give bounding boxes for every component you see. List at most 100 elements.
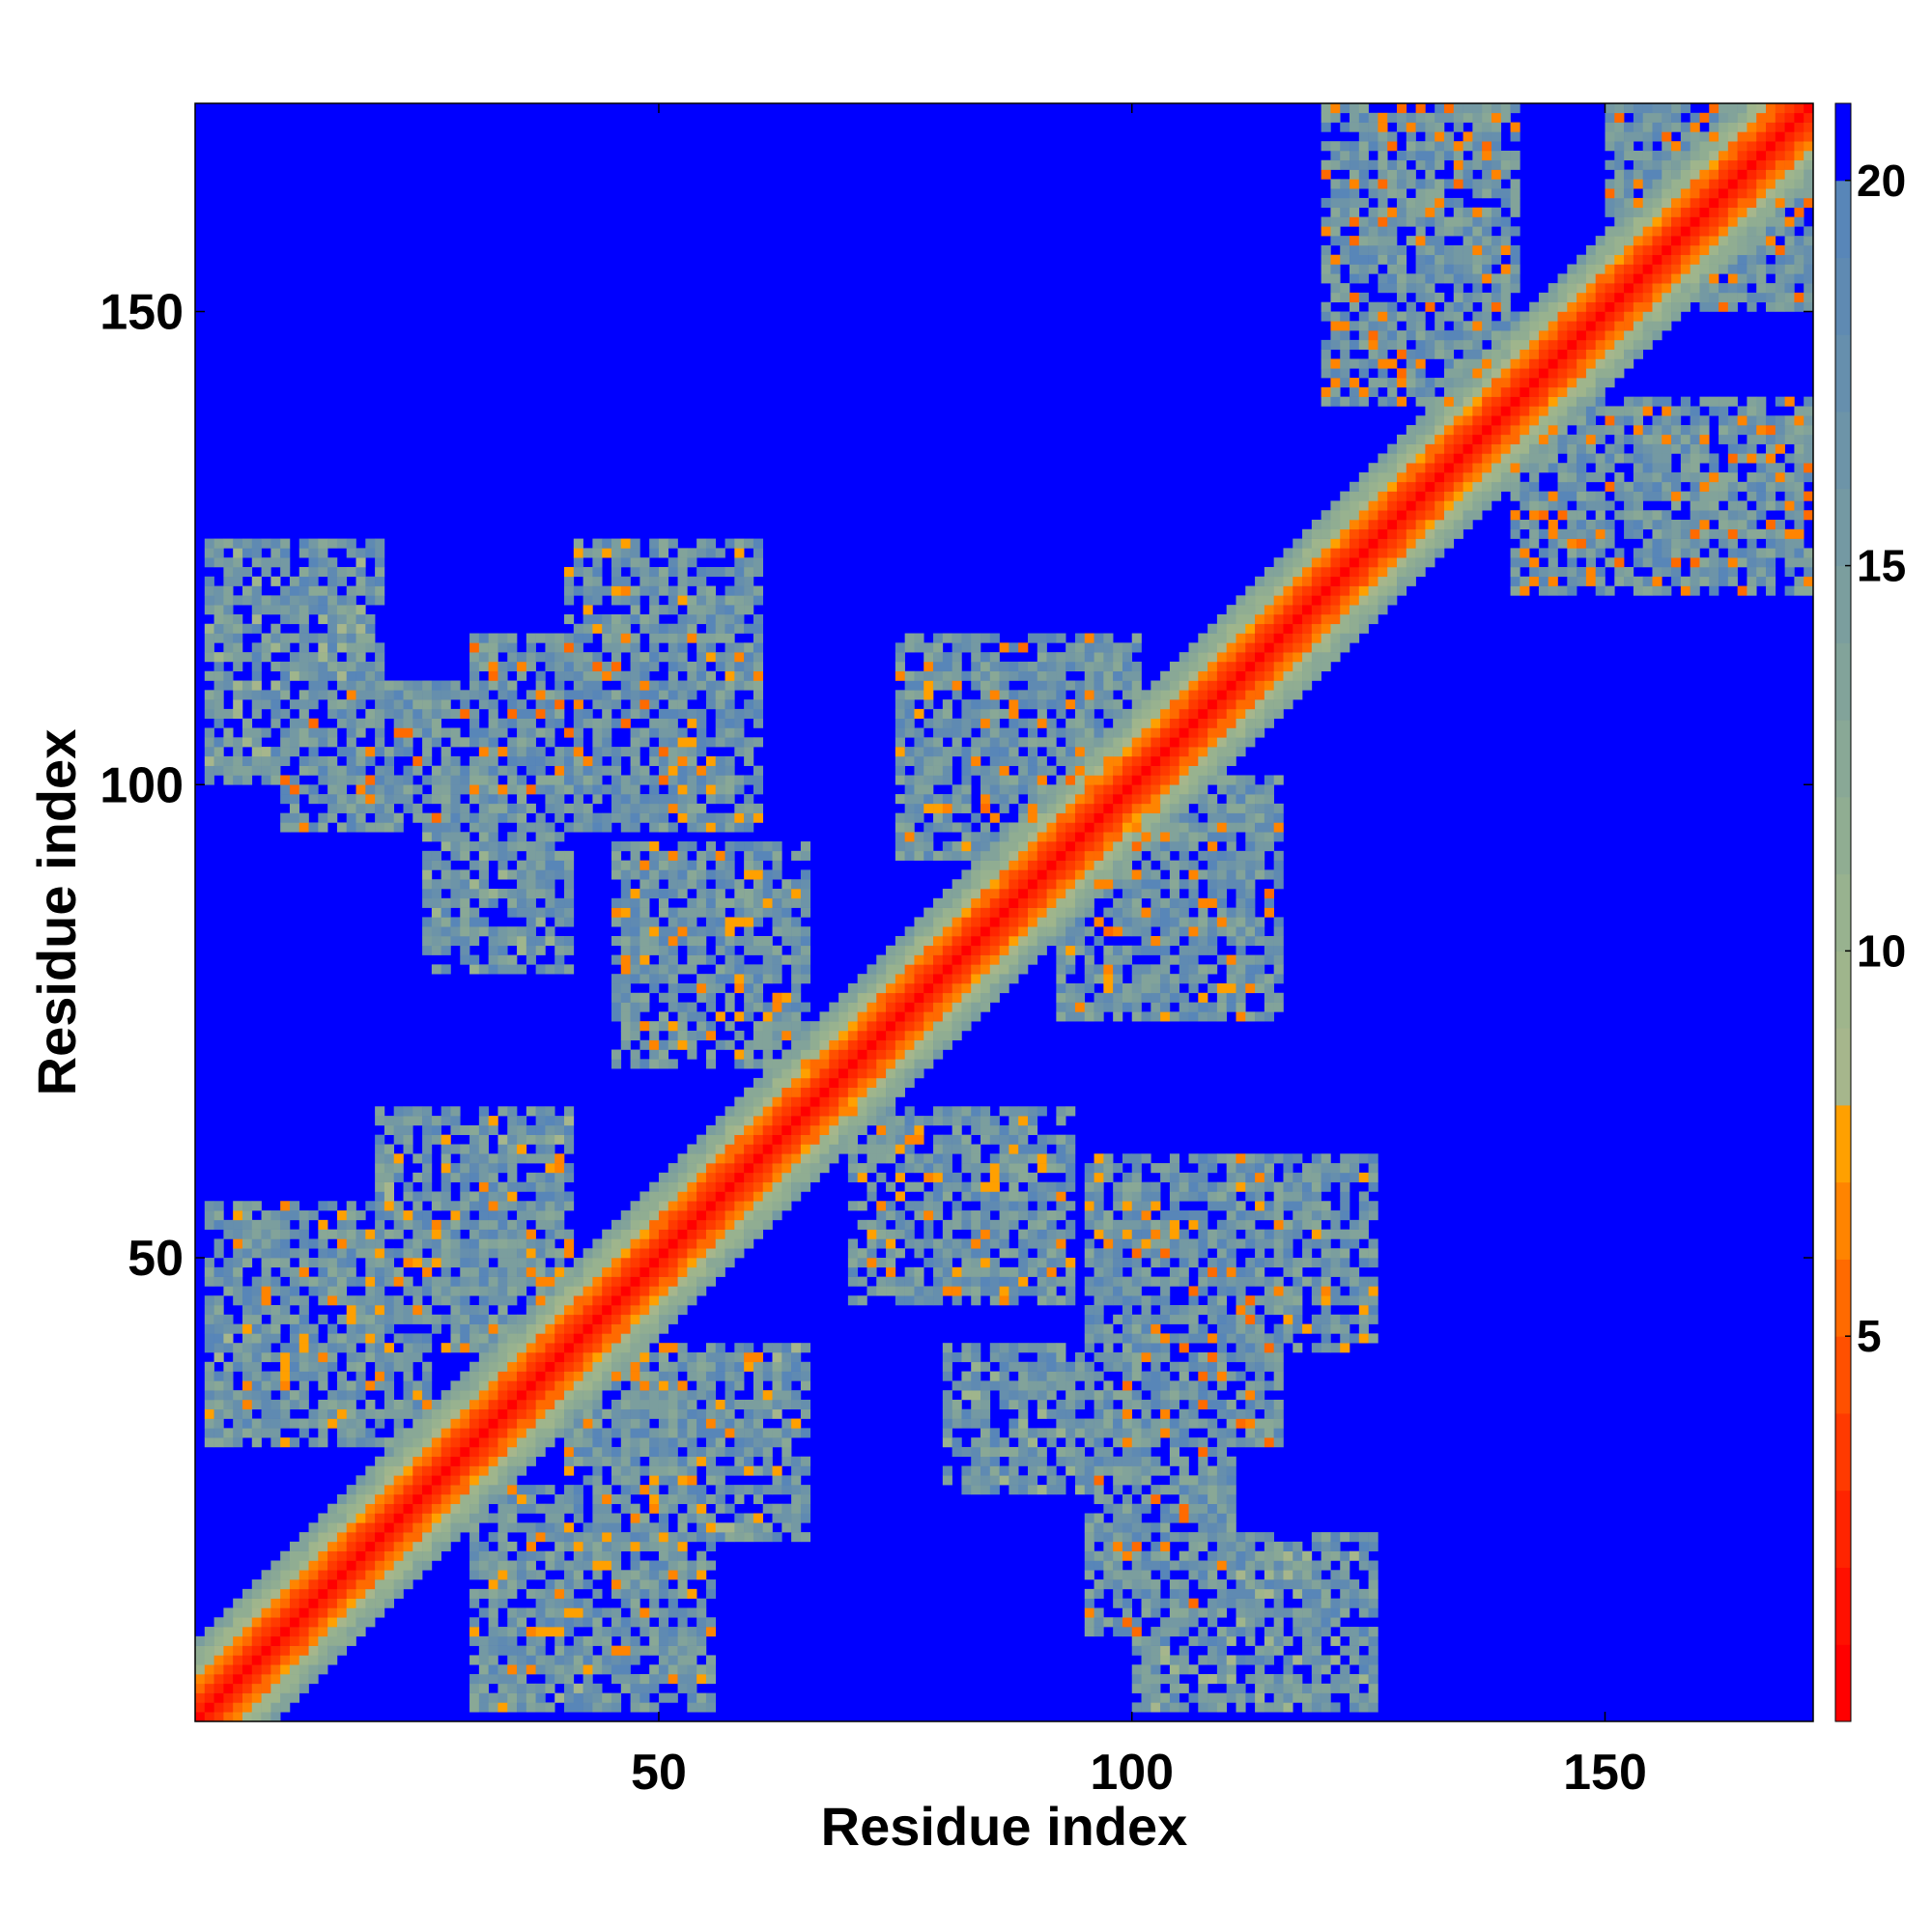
heatmap-cell <box>687 803 697 813</box>
heatmap-cell <box>554 1541 565 1551</box>
heatmap-cell <box>327 1295 338 1306</box>
heatmap-cell <box>933 1030 944 1041</box>
heatmap-cell <box>517 879 527 890</box>
heatmap-cell <box>261 1323 271 1334</box>
heatmap-cell <box>289 1437 300 1448</box>
heatmap-cell <box>403 1181 413 1192</box>
heatmap-cell <box>564 1144 575 1154</box>
heatmap-cell <box>545 1550 555 1561</box>
heatmap-cell <box>422 1153 433 1164</box>
heatmap-cell <box>412 755 423 766</box>
heatmap-cell <box>592 1683 603 1693</box>
heatmap-cell <box>298 642 309 653</box>
heatmap-cell <box>687 869 697 880</box>
heatmap-cell <box>876 1124 887 1135</box>
heatmap-cell <box>696 803 707 813</box>
heatmap-cell <box>592 1399 603 1410</box>
heatmap-cell <box>734 718 745 728</box>
heatmap-cell <box>705 1465 717 1476</box>
heatmap-cell <box>280 1674 291 1685</box>
heatmap-cell <box>592 737 603 748</box>
heatmap-cell <box>895 727 905 738</box>
heatmap-cell <box>705 822 717 833</box>
heatmap-cell <box>696 1172 707 1182</box>
heatmap-cell <box>375 1532 385 1543</box>
heatmap-cell <box>611 747 622 757</box>
heatmap-cell <box>450 727 461 738</box>
heatmap-cell <box>573 1456 583 1466</box>
heatmap-cell <box>630 907 640 918</box>
heatmap-cell <box>412 1570 423 1580</box>
heatmap-cell <box>308 566 319 578</box>
heatmap-cell <box>422 1522 433 1533</box>
heatmap-cell <box>478 690 489 700</box>
heatmap-cell <box>649 1039 660 1050</box>
heatmap-cell <box>753 964 764 975</box>
heatmap-cell <box>289 1323 300 1334</box>
heatmap-cell <box>261 1390 271 1401</box>
heatmap-cell <box>233 652 243 663</box>
heatmap-cell <box>327 1248 338 1259</box>
heatmap-cell <box>668 1021 678 1032</box>
heatmap-cell <box>554 1579 565 1590</box>
heatmap-cell <box>923 1286 934 1296</box>
heatmap-cell <box>431 850 441 861</box>
heatmap-cell <box>886 1096 896 1107</box>
heatmap-cell <box>497 642 508 653</box>
heatmap-cell <box>876 1030 887 1041</box>
heatmap-cell <box>791 1134 802 1145</box>
heatmap-cell <box>668 1210 678 1221</box>
heatmap-cell <box>602 1266 612 1277</box>
heatmap-cell <box>687 605 697 615</box>
heatmap-cell <box>573 1579 583 1590</box>
heatmap-cell <box>914 1210 924 1221</box>
heatmap-cell <box>507 1229 518 1239</box>
heatmap-cell <box>592 1418 603 1429</box>
heatmap-cell <box>564 755 575 766</box>
heatmap-cell <box>744 926 754 937</box>
heatmap-cell <box>507 1153 518 1164</box>
heatmap-cell <box>677 1030 688 1041</box>
heatmap-cell <box>204 737 214 748</box>
heatmap-cell <box>753 1229 764 1239</box>
heatmap-cell <box>384 1323 395 1334</box>
heatmap-cell <box>829 1144 839 1154</box>
heatmap-cell <box>204 1343 214 1353</box>
heatmap-cell <box>904 1286 915 1296</box>
heatmap-cell <box>365 822 376 833</box>
heatmap-cell <box>422 1134 433 1145</box>
heatmap-cell <box>715 690 725 700</box>
heatmap-cell <box>791 1532 802 1543</box>
heatmap-cell <box>460 1465 470 1476</box>
heatmap-cell <box>724 605 735 615</box>
heatmap-cell <box>744 850 754 861</box>
heatmap-cell <box>355 727 366 738</box>
heatmap-cell <box>582 1645 593 1656</box>
heatmap-cell <box>270 1579 281 1590</box>
heatmap-cell <box>251 1286 262 1296</box>
heatmap-cell <box>213 1712 224 1722</box>
heatmap-cell <box>251 1351 262 1363</box>
heatmap-cell <box>715 1399 725 1410</box>
heatmap-cell <box>772 974 782 984</box>
heatmap-cell <box>233 1399 243 1410</box>
heatmap-cell <box>895 974 905 984</box>
heatmap-cell <box>450 680 461 691</box>
heatmap-cell <box>933 964 944 975</box>
heatmap-cell <box>649 850 660 861</box>
heatmap-cell <box>355 1248 366 1259</box>
heatmap-cell <box>724 595 735 606</box>
heatmap-cell <box>554 1428 565 1438</box>
heatmap-cell <box>573 708 583 719</box>
heatmap-cell <box>327 1513 338 1523</box>
heatmap-cell <box>867 1258 877 1268</box>
heatmap-cell <box>365 576 376 586</box>
heatmap-cell <box>564 1201 575 1211</box>
heatmap-cell <box>469 1238 480 1249</box>
heatmap-cell <box>649 1607 660 1618</box>
heatmap-cell <box>715 822 725 833</box>
heatmap-cell <box>762 1485 773 1495</box>
heatmap-cell <box>705 1371 717 1381</box>
heatmap-cell <box>318 1258 328 1268</box>
heatmap-cell <box>204 633 214 643</box>
